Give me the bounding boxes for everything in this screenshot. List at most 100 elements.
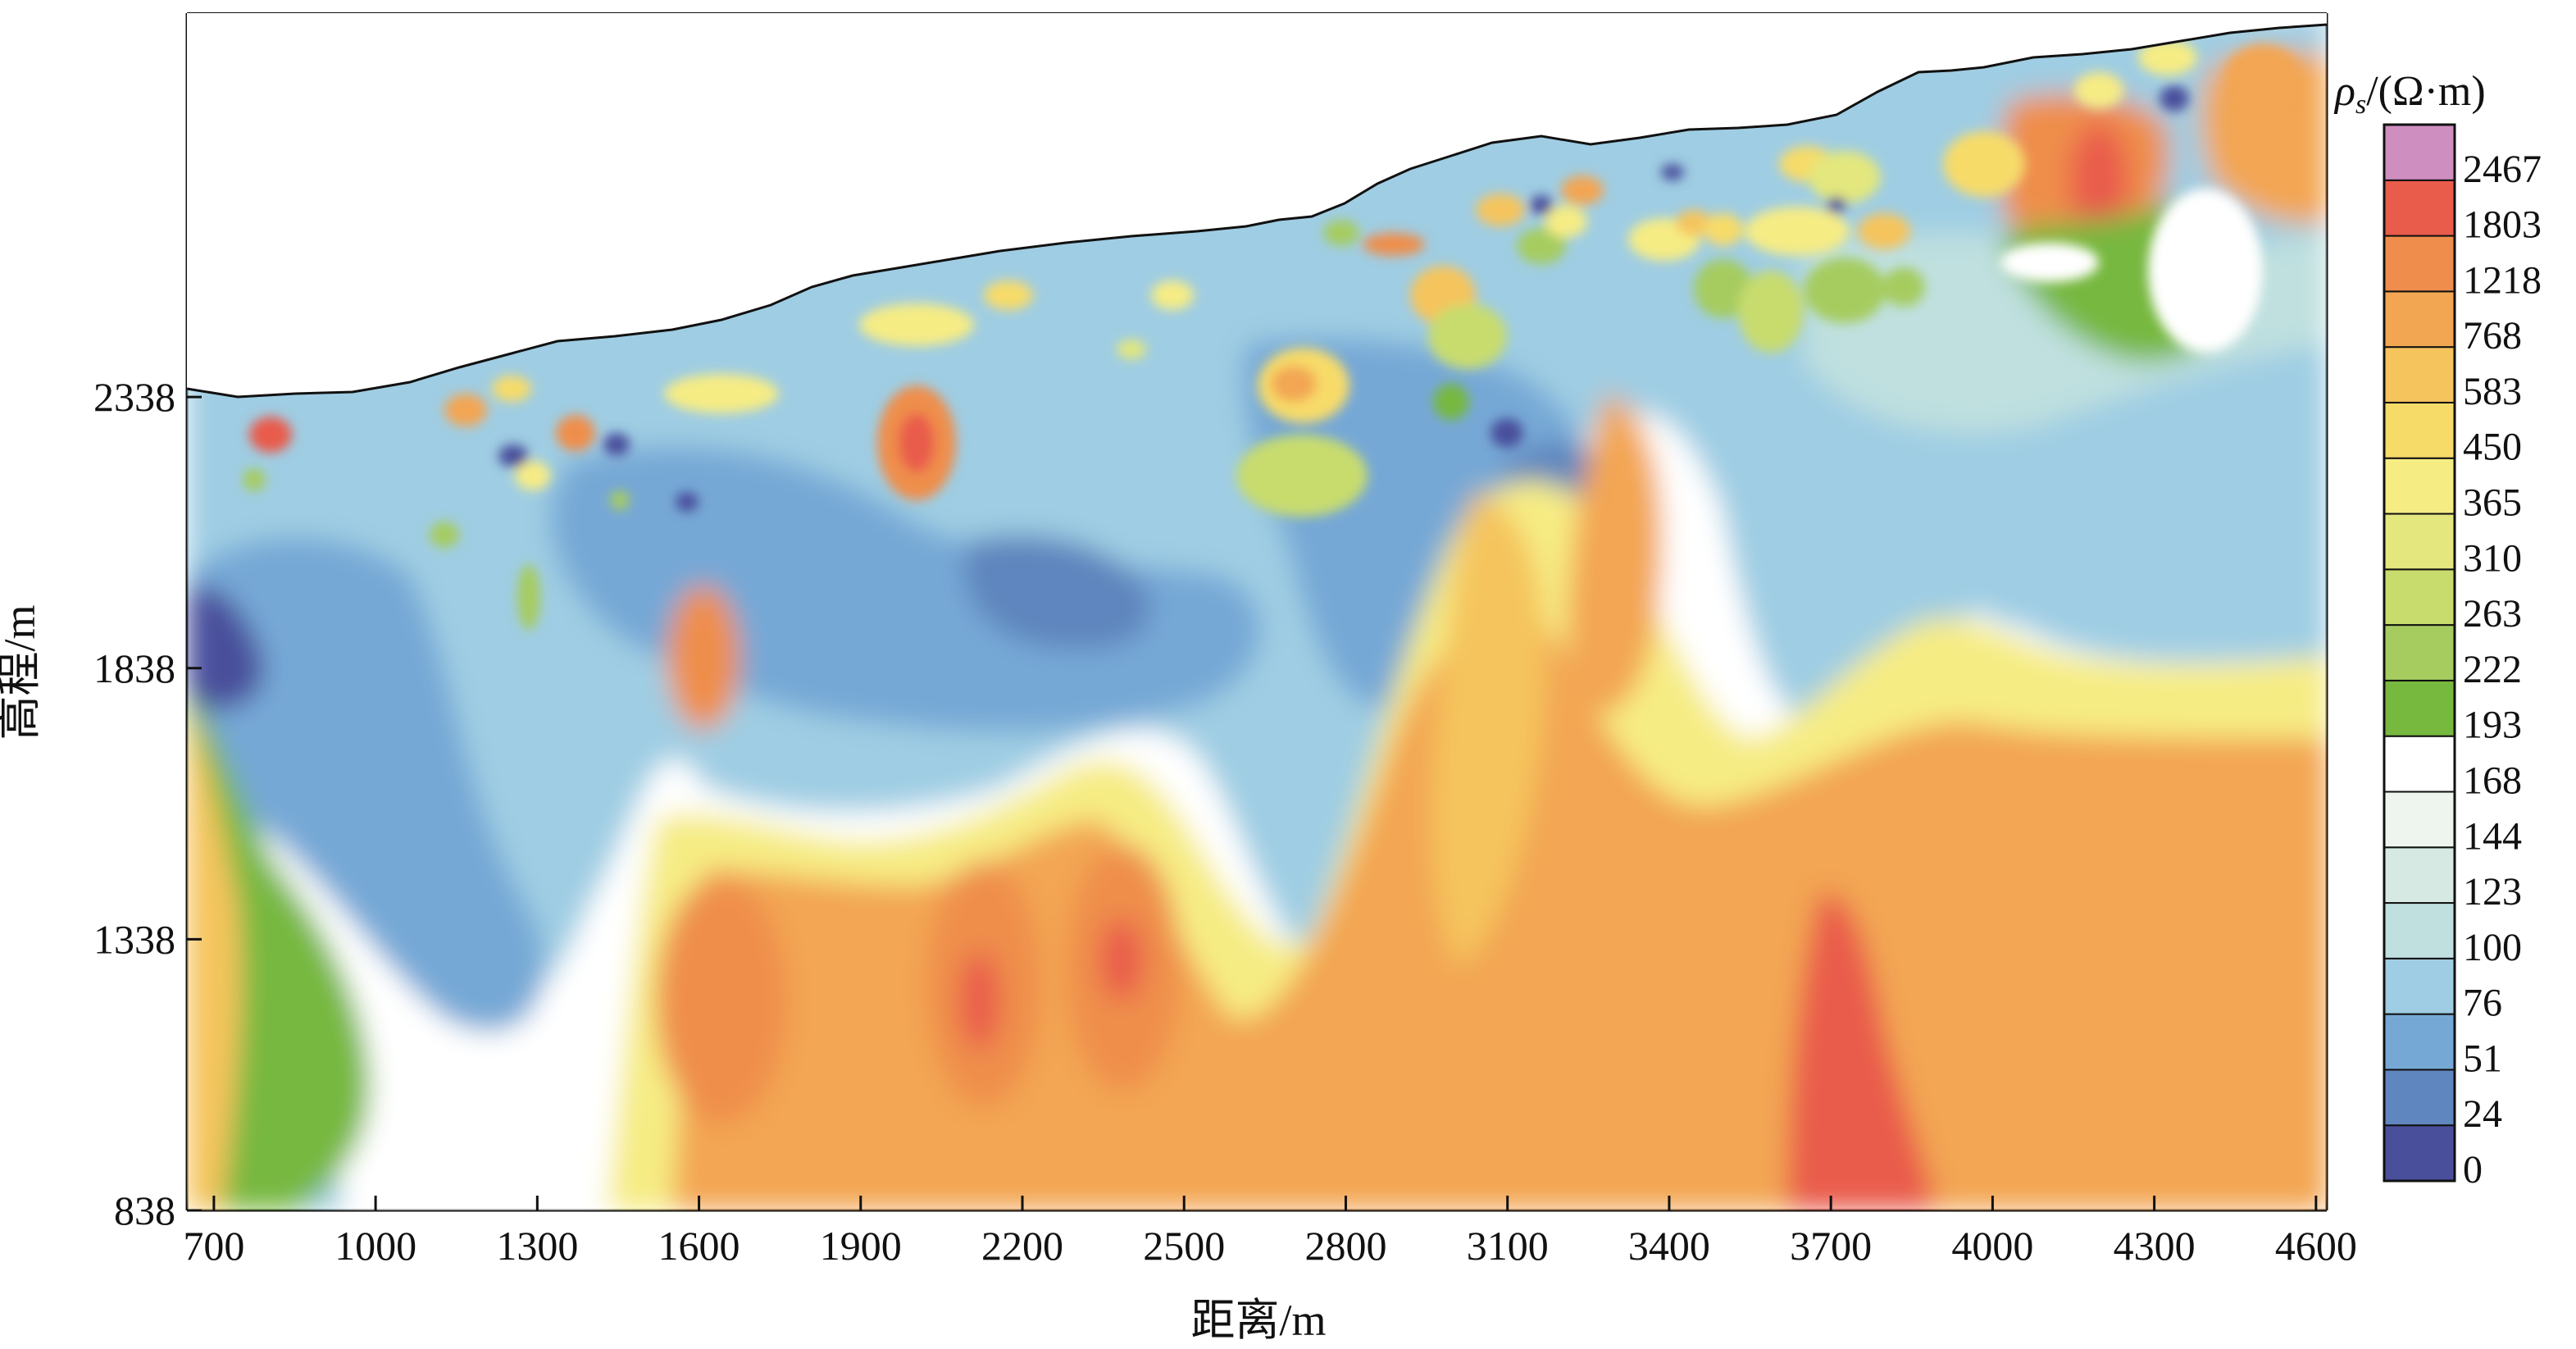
x-tick-label-4000: 4000 bbox=[1951, 1223, 2033, 1269]
colorbar-swatch-24 bbox=[2383, 1069, 2455, 1127]
field-darkblue-central bbox=[963, 535, 1151, 650]
colorbar-level-24: 24 bbox=[2463, 1092, 2502, 1136]
field-anomaly-21 bbox=[1428, 303, 1507, 369]
colorbar-level-365: 365 bbox=[2463, 481, 2522, 525]
x-axis-title: 距离/m bbox=[1190, 1296, 1326, 1345]
field-anomaly-12 bbox=[859, 303, 974, 346]
x-tick-label-2800: 2800 bbox=[1304, 1223, 1386, 1269]
field-anomaly-14 bbox=[1151, 280, 1194, 310]
colorbar-swatch-583 bbox=[2383, 346, 2455, 403]
field-anomaly-2 bbox=[444, 394, 487, 426]
field-red-zone-3700 bbox=[1787, 893, 1935, 1210]
field-anomaly-9 bbox=[664, 374, 779, 413]
field-orange-anomaly-1620 bbox=[656, 877, 787, 1123]
colorbar-swatch-168 bbox=[2383, 735, 2455, 793]
field-deep-blue-west bbox=[187, 586, 264, 710]
terrain-line bbox=[186, 23, 2328, 399]
colorbar-level-2467: 2467 bbox=[2463, 148, 2542, 191]
field-anomaly-40 bbox=[2225, 44, 2301, 103]
field-white-zone-east bbox=[2148, 189, 2263, 353]
colorbar-level-768: 768 bbox=[2463, 314, 2522, 358]
x-tick-label-2500: 2500 bbox=[1143, 1223, 1225, 1269]
colorbar-level-100: 100 bbox=[2463, 926, 2522, 969]
x-tick-label-2200: 2200 bbox=[981, 1223, 1063, 1269]
field-anomaly-13 bbox=[984, 280, 1033, 310]
field-conductive-spot-0 bbox=[1491, 418, 1523, 448]
x-tick-label-1300: 1300 bbox=[496, 1223, 578, 1269]
field-conductive-spot-5 bbox=[1827, 197, 1846, 213]
colorbar-swatch-1218 bbox=[2383, 235, 2455, 293]
field-anomaly-32 bbox=[1858, 213, 1910, 249]
field-anomaly-34 bbox=[1804, 257, 1886, 323]
colorbar-swatch-1803 bbox=[2383, 179, 2455, 237]
colorbar-level-51: 51 bbox=[2463, 1037, 2502, 1080]
field-anomaly-37 bbox=[1943, 131, 2025, 197]
air-mask bbox=[187, 13, 2327, 397]
colorbar-swatch-100 bbox=[2383, 902, 2455, 959]
field-anomaly-25 bbox=[1545, 205, 1587, 238]
colorbar-level-583: 583 bbox=[2463, 370, 2522, 413]
field-anomaly-1 bbox=[243, 468, 266, 491]
colorbar-swatch-144 bbox=[2383, 791, 2455, 849]
field-anomaly-3 bbox=[492, 376, 531, 402]
colorbar-title: ρs/(Ω·m) bbox=[2333, 68, 2486, 120]
colorbar-swatch-450 bbox=[2383, 401, 2455, 459]
x-tick-label-1600: 1600 bbox=[658, 1223, 740, 1269]
field-anomaly-36 bbox=[1809, 151, 1881, 203]
field-orange-anomaly-1600 bbox=[667, 586, 740, 730]
colorbar-legend: 0 24 51 76 100 123 144 168 193 222 263 310 365 450 583… bbox=[2333, 68, 2542, 1192]
field-orange-peak-3100 bbox=[1431, 492, 1546, 968]
field-anomaly-35 bbox=[1882, 267, 1925, 307]
colorbar-title-symbol: ρ bbox=[2333, 68, 2355, 115]
colorbar-swatch-51 bbox=[2383, 1013, 2455, 1071]
colorbar-swatch-222 bbox=[2383, 624, 2455, 681]
colorbar-level-222: 222 bbox=[2463, 648, 2522, 691]
colorbar-swatch-263 bbox=[2383, 568, 2455, 627]
x-tick-label-4300: 4300 bbox=[2114, 1223, 2196, 1269]
field-anomaly-29 bbox=[1694, 259, 1753, 318]
field-anomaly-42 bbox=[1323, 220, 1359, 246]
field-blue-west bbox=[187, 537, 544, 1032]
field-anomaly-6 bbox=[430, 522, 459, 548]
colorbar-swatch-193 bbox=[2383, 679, 2455, 737]
colorbar-level-193: 193 bbox=[2463, 704, 2522, 747]
field-anomaly-39 bbox=[2138, 39, 2197, 75]
field-conductive-spot-2 bbox=[603, 433, 630, 456]
field-conductive-spot-3 bbox=[2160, 85, 2189, 112]
colorbar-level-310: 310 bbox=[2463, 536, 2522, 580]
field-anomaly-41 bbox=[1363, 233, 1425, 256]
x-tick-label-3100: 3100 bbox=[1467, 1223, 1549, 1269]
field-anomaly-8 bbox=[517, 564, 540, 630]
field-conductive-spot-6 bbox=[676, 492, 699, 512]
colorbar-swatch-0 bbox=[2383, 1124, 2455, 1183]
field-conductive-spot-1 bbox=[498, 444, 528, 467]
field-anomaly-20 bbox=[1433, 384, 1469, 420]
x-tick-label-1900: 1900 bbox=[820, 1223, 902, 1269]
colorbar-swatch-76 bbox=[2383, 957, 2455, 1015]
y-axis-title: 高程/m bbox=[0, 604, 44, 740]
field-anomaly-22 bbox=[1517, 228, 1566, 264]
field-anomaly-27 bbox=[1676, 210, 1712, 236]
field-anomaly-38 bbox=[2074, 72, 2123, 108]
x-axis: 700 1000 1300 1600 1900 2200 2500 2800 3100 3400 3… bbox=[183, 1196, 2357, 1269]
x-tick-label-1000: 1000 bbox=[335, 1223, 416, 1269]
y-tick-label-838: 838 bbox=[114, 1187, 175, 1233]
field-anomaly-5 bbox=[515, 461, 551, 490]
field-anomaly-28 bbox=[1704, 213, 1743, 246]
field-lightblue-east bbox=[1939, 452, 2327, 636]
colorbar-level-1803: 1803 bbox=[2463, 203, 2542, 247]
field-anomaly-30 bbox=[1745, 207, 1850, 256]
field-conductive-spot-4 bbox=[1530, 195, 1553, 215]
y-tick-label-1838: 1838 bbox=[93, 645, 175, 691]
y-tick-label-2338: 2338 bbox=[93, 374, 175, 420]
field-red-anomaly-2150 bbox=[960, 951, 999, 1050]
field-anomaly-7 bbox=[610, 490, 630, 510]
colorbar-level-263: 263 bbox=[2463, 592, 2522, 636]
field-red-zone-4200 bbox=[2069, 123, 2128, 238]
colorbar-level-1218: 1218 bbox=[2463, 258, 2542, 302]
field-anomaly-16 bbox=[1236, 435, 1368, 517]
colorbar-level-76: 76 bbox=[2463, 982, 2502, 1025]
colorbar-level-168: 168 bbox=[2463, 759, 2522, 802]
